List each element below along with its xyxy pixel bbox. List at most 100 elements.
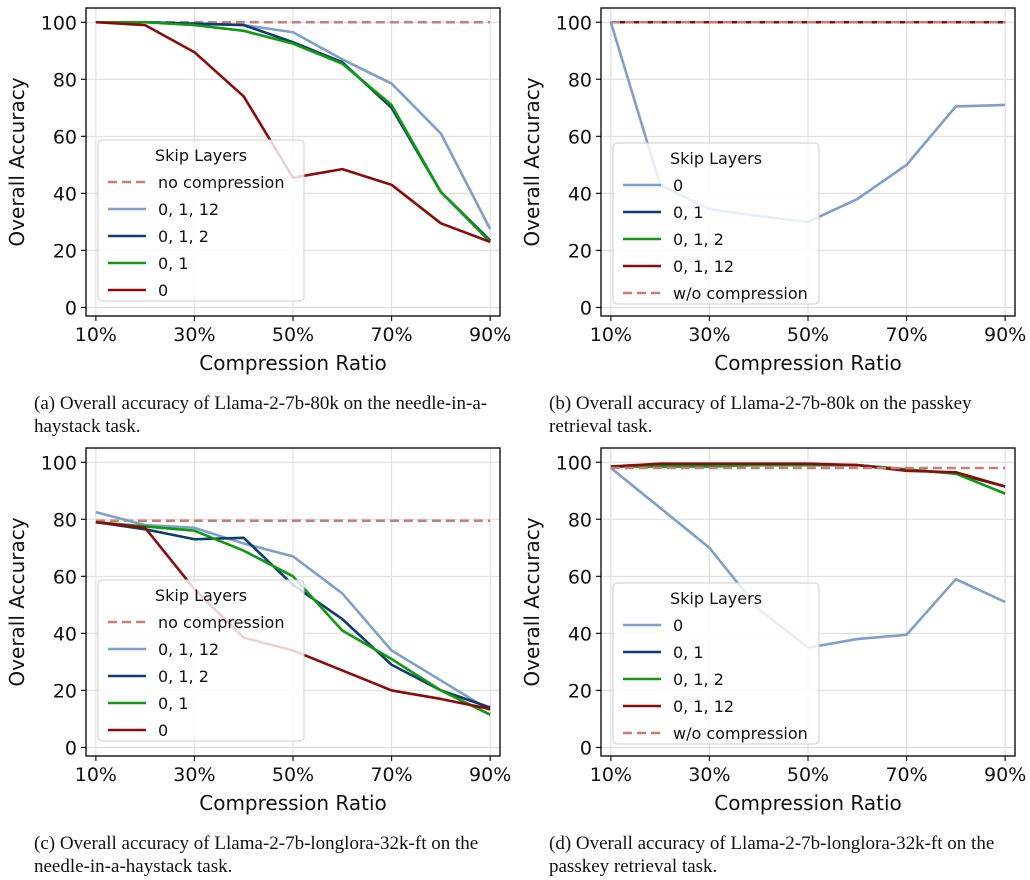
y-tick-label: 0 [65, 297, 77, 319]
x-tick-label: 10% [590, 764, 632, 786]
legend-label: 0 [158, 281, 168, 300]
legend-label: w/o compression [673, 284, 808, 303]
x-tick-label: 90% [984, 324, 1026, 346]
legend-box [612, 142, 820, 305]
line-chart: 10% 30% 50% 70% 90% 0 20 40 60 80 100 Compression R… [520, 7, 1026, 375]
y-tick-label: 20 [53, 680, 77, 702]
line-chart: 10% 30% 50% 70% 90% 0 20 40 60 80 100 Compression R… [5, 447, 511, 815]
legend-title: Skip Layers [670, 149, 762, 168]
y-tick-label: 60 [53, 566, 77, 588]
legend-label: 0 [673, 176, 683, 195]
legend-title: Skip Layers [155, 146, 247, 165]
y-tick-label: 100 [41, 452, 77, 474]
legend-label: 0, 1, 2 [673, 230, 724, 249]
y-tick-label: 40 [568, 183, 592, 205]
y-tick-label: 80 [568, 69, 592, 91]
y-tick-label: 20 [53, 240, 77, 262]
legend-label: 0, 1, 2 [673, 670, 724, 689]
series-line-3 [95, 20, 492, 243]
x-tick-label: 30% [688, 324, 730, 346]
legend-label: 0 [673, 616, 683, 635]
line-chart: 10% 30% 50% 70% 90% 0 20 40 60 80 100 Compression R… [520, 447, 1026, 815]
y-tick-label: 60 [53, 126, 77, 148]
x-tick-label: 30% [173, 764, 215, 786]
y-axis-title: Overall Accuracy [5, 77, 29, 246]
x-tick-label: 50% [272, 324, 314, 346]
legend-box [97, 579, 305, 742]
x-tick-label: 50% [787, 324, 829, 346]
legend: Skip Layers 0 0, 1 0, 1, 2 0, 1, 12 w/o compr… [612, 582, 820, 745]
legend-label: 0, 1 [673, 643, 704, 662]
x-tick-label: 70% [370, 764, 412, 786]
chart-panel-b: 10% 30% 50% 70% 90% 0 20 40 60 80 100 Compression R… [515, 0, 1030, 440]
legend-label: 0, 1, 12 [158, 640, 219, 659]
series-line-3 [610, 462, 1006, 488]
series-line-1 [95, 510, 491, 712]
y-axis-title: Overall Accuracy [520, 77, 544, 246]
legend-box [612, 582, 820, 745]
figure-caption: (b) Overall accuracy of Llama-2-7b-80k o… [549, 393, 972, 437]
x-tick-label: 10% [75, 324, 117, 346]
y-tick-label: 40 [53, 183, 77, 205]
legend-box [97, 139, 305, 302]
y-tick-label: 100 [556, 452, 592, 474]
legend-label: 0, 1, 12 [158, 200, 219, 219]
legend-title: Skip Layers [670, 589, 762, 608]
y-tick-label: 80 [53, 509, 77, 531]
legend-label: no compression [158, 173, 284, 192]
legend-label: 0, 1, 2 [158, 227, 209, 246]
x-tick-label: 70% [370, 324, 412, 346]
y-axis-title: Overall Accuracy [5, 517, 29, 686]
y-tick-label: 80 [568, 509, 592, 531]
chart-panel-d: 10% 30% 50% 70% 90% 0 20 40 60 80 100 Compression R… [515, 440, 1030, 880]
x-axis-title: Compression Ratio [714, 351, 901, 375]
x-tick-label: 30% [173, 324, 215, 346]
legend-label: 0, 1, 2 [158, 667, 209, 686]
x-tick-label: 10% [75, 764, 117, 786]
x-tick-label: 70% [885, 324, 927, 346]
legend-label: 0, 1, 12 [673, 697, 734, 716]
figure-caption: (a) Overall accuracy of Llama-2-7b-80k o… [34, 393, 488, 437]
x-tick-label: 10% [590, 324, 632, 346]
y-tick-label: 20 [568, 680, 592, 702]
y-tick-label: 20 [568, 240, 592, 262]
y-tick-label: 40 [53, 623, 77, 645]
y-tick-label: 40 [568, 623, 592, 645]
x-tick-label: 90% [984, 764, 1026, 786]
y-tick-label: 0 [580, 737, 592, 759]
chart-panel-c: 10% 30% 50% 70% 90% 0 20 40 60 80 100 Compression R… [0, 440, 515, 880]
legend: Skip Layers 0 0, 1 0, 1, 2 0, 1, 12 w/o compr… [612, 142, 820, 305]
x-axis-title: Compression Ratio [199, 351, 386, 375]
legend-label: 0, 1, 12 [673, 257, 734, 276]
figure-caption: (c) Overall accuracy of Llama-2-7b-longl… [34, 833, 479, 877]
y-tick-label: 60 [568, 126, 592, 148]
legend-title: Skip Layers [155, 586, 247, 605]
figure-caption: (d) Overall accuracy of Llama-2-7b-longl… [549, 833, 995, 877]
legend: Skip Layers no compression 0, 1, 12 0, 1, 2… [97, 139, 305, 302]
y-tick-label: 60 [568, 566, 592, 588]
y-tick-label: 80 [53, 69, 77, 91]
y-tick-label: 100 [556, 12, 592, 34]
legend-label: no compression [158, 613, 284, 632]
x-tick-label: 70% [885, 764, 927, 786]
x-tick-label: 50% [272, 764, 314, 786]
x-tick-label: 90% [469, 764, 511, 786]
y-tick-label: 100 [41, 12, 77, 34]
legend-label: 0 [158, 721, 168, 740]
chart-panel-a: 10% 30% 50% 70% 90% 0 20 40 60 80 100 Compression R… [0, 0, 515, 440]
x-axis-title: Compression Ratio [714, 791, 901, 815]
legend-label: w/o compression [673, 724, 808, 743]
legend-label: 0, 1 [158, 694, 189, 713]
legend-label: 0, 1 [673, 203, 704, 222]
y-tick-label: 0 [580, 297, 592, 319]
x-tick-label: 30% [688, 764, 730, 786]
x-tick-label: 50% [787, 764, 829, 786]
y-tick-label: 0 [65, 737, 77, 759]
series-line-3 [95, 520, 491, 716]
x-axis-title: Compression Ratio [199, 791, 386, 815]
line-chart: 10% 30% 50% 70% 90% 0 20 40 60 80 100 Compression R… [5, 7, 511, 375]
legend-label: 0, 1 [158, 254, 189, 273]
x-tick-label: 90% [469, 324, 511, 346]
legend: Skip Layers no compression 0, 1, 12 0, 1, 2… [97, 579, 305, 742]
y-axis-title: Overall Accuracy [520, 517, 544, 686]
